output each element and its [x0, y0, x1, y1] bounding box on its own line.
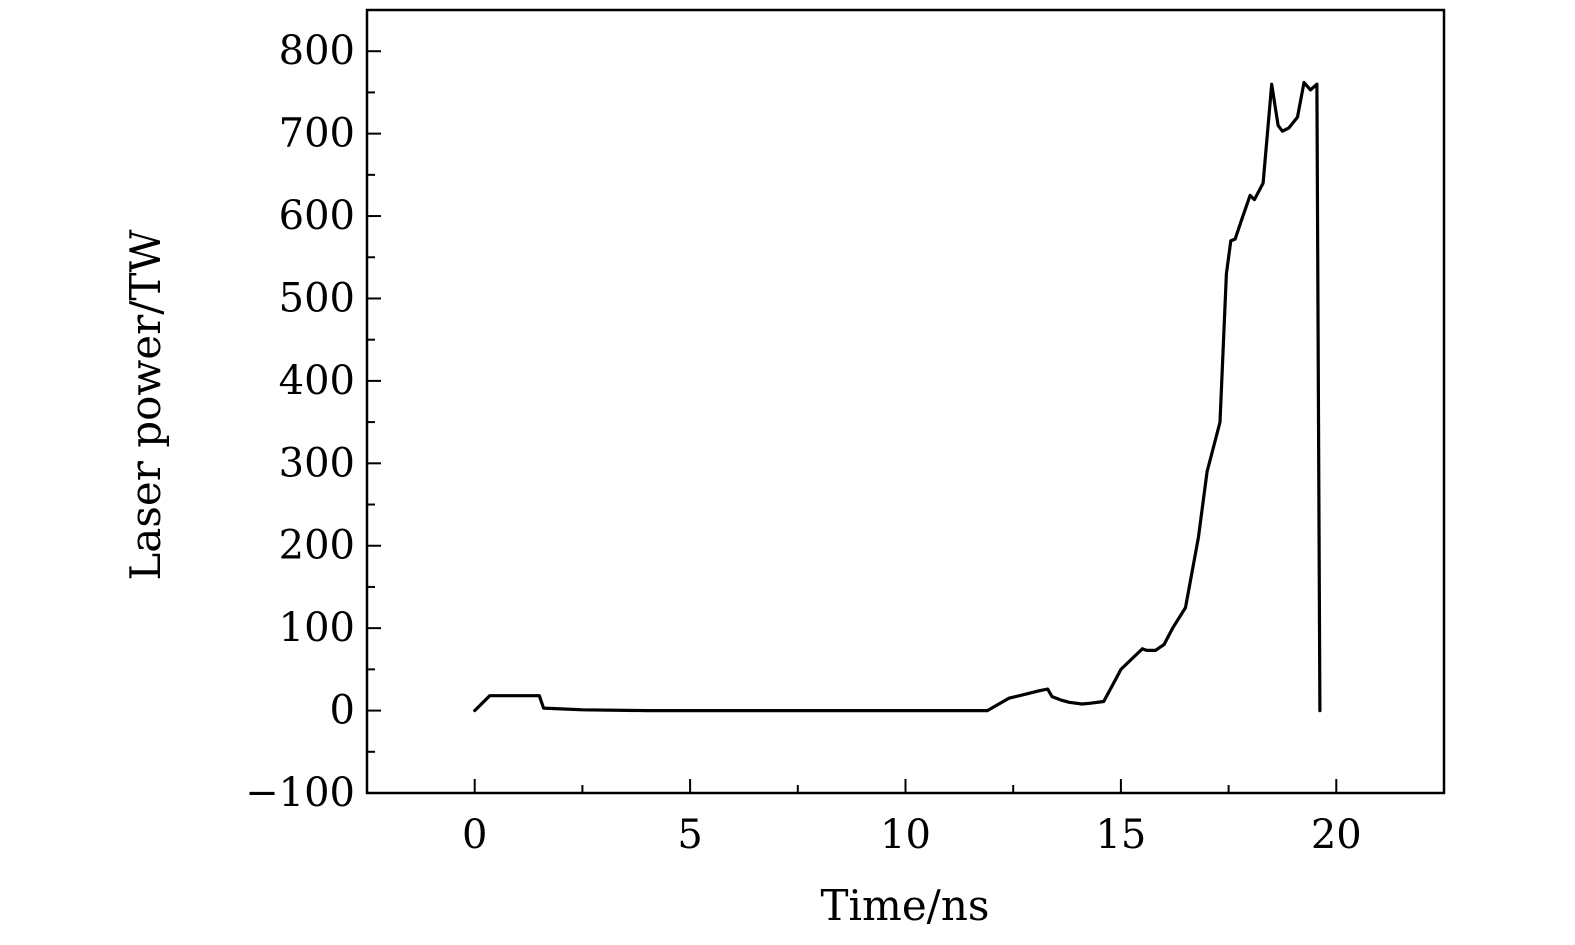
- y-tick-label: 700: [279, 111, 355, 157]
- plot-frame: [365, 8, 1446, 795]
- y-axis-title: Laser power/TW: [121, 229, 170, 581]
- y-tick-label: 100: [279, 605, 355, 651]
- y-tick-label: −100: [245, 770, 355, 816]
- axis-ticks: [367, 50, 1338, 794]
- y-tick-label: 300: [279, 440, 355, 486]
- y-tick-label: 400: [279, 358, 355, 404]
- axis-tick-labels: 0 5 10 15 20 −100 0 100 200 300 400 500 600 700 800: [245, 28, 1362, 858]
- y-tick-label: 500: [279, 275, 355, 321]
- x-tick-label: 15: [1095, 812, 1146, 858]
- x-tick-label: 0: [462, 812, 487, 858]
- x-tick-label: 5: [677, 812, 702, 858]
- x-tick-label: 20: [1311, 812, 1362, 858]
- y-tick-label: 0: [330, 688, 355, 734]
- y-tick-label: 800: [279, 28, 355, 74]
- x-axis-title: Time/ns: [821, 881, 990, 930]
- series-line: [473, 80, 1322, 713]
- y-tick-label: 200: [279, 523, 355, 569]
- x-tick-label: 10: [880, 812, 931, 858]
- y-tick-label: 600: [279, 193, 355, 239]
